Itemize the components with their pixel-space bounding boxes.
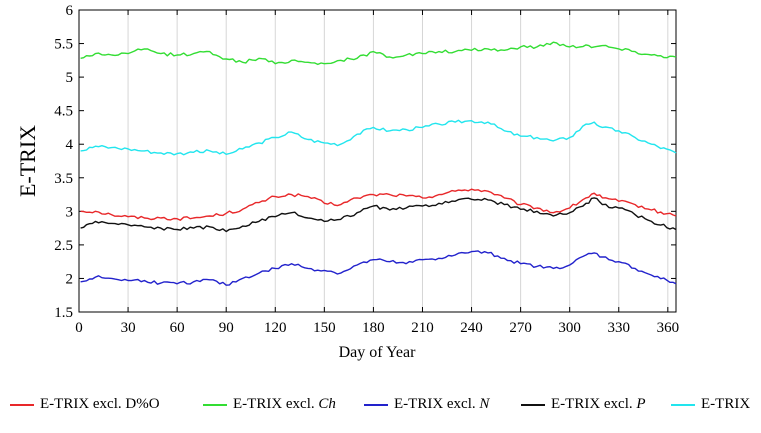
x-tick-label: 240 bbox=[460, 320, 483, 336]
y-tick-label: 2 bbox=[66, 271, 74, 287]
y-tick-label: 4 bbox=[66, 137, 74, 153]
x-tick-label: 360 bbox=[657, 320, 680, 336]
x-tick-label: 330 bbox=[608, 320, 631, 336]
series-line-4 bbox=[80, 197, 677, 233]
x-tick-label: 180 bbox=[362, 320, 385, 336]
legend-item: E-TRIX excl. N bbox=[364, 396, 489, 413]
x-tick-label: 120 bbox=[264, 320, 287, 336]
legend-swatch bbox=[10, 403, 34, 406]
x-tick-label: 90 bbox=[219, 320, 234, 336]
legend-label: E-TRIX excl. N bbox=[394, 396, 490, 412]
series-line-1 bbox=[80, 188, 677, 221]
chart-legend: E-TRIX excl. D%O E-TRIX excl. Ch E-TRIX ex… bbox=[0, 396, 761, 420]
x-tick-label: 210 bbox=[411, 320, 434, 336]
y-tick-label: 3 bbox=[66, 204, 74, 220]
x-tick-label: 30 bbox=[121, 320, 136, 336]
plot-area-frame bbox=[78, 9, 677, 313]
x-tick-label: 150 bbox=[313, 320, 336, 336]
legend-item: E-TRIX excl. P bbox=[521, 396, 646, 413]
y-tick-label: 1.5 bbox=[54, 305, 73, 321]
line-chart: 0 30 60 90 120 150 180 210 240 270 300 330 360 1.5 2 2.… bbox=[15, 3, 679, 361]
y-tick-label: 4.5 bbox=[54, 104, 73, 120]
x-tick-label: 0 bbox=[75, 320, 83, 336]
x-tick-label: 60 bbox=[170, 320, 185, 336]
legend-item: E-TRIX bbox=[671, 396, 750, 413]
y-tick-label: 3.5 bbox=[54, 171, 73, 187]
legend-swatch bbox=[364, 403, 388, 406]
legend-label: E-TRIX excl. P bbox=[551, 396, 646, 412]
legend-swatch bbox=[203, 403, 227, 406]
y-tick-label: 2.5 bbox=[54, 238, 73, 254]
x-tick-label: 270 bbox=[509, 320, 532, 336]
legend-label: E-TRIX excl. Ch bbox=[233, 396, 336, 412]
series-lines bbox=[80, 41, 677, 286]
legend-label: E-TRIX excl. D%O bbox=[40, 396, 160, 412]
y-tick-label: 5 bbox=[66, 70, 74, 86]
legend-swatch bbox=[671, 403, 695, 406]
legend-item: E-TRIX excl. Ch bbox=[203, 396, 336, 413]
axis-ticks: 0 30 60 90 120 150 180 210 240 270 300 330 360 1.5 2 2.… bbox=[54, 3, 679, 336]
legend-swatch bbox=[521, 403, 545, 406]
legend-item: E-TRIX excl. D%O bbox=[10, 396, 160, 413]
series-line-3 bbox=[80, 250, 677, 286]
vertical-gridlines bbox=[127, 10, 669, 312]
y-axis-title: E-TRIX bbox=[15, 125, 40, 197]
series-line-5 bbox=[80, 119, 677, 156]
x-tick-label: 300 bbox=[558, 320, 581, 336]
y-tick-label: 6 bbox=[66, 3, 74, 19]
x-axis-title: Day of Year bbox=[339, 344, 417, 361]
y-tick-label: 5.5 bbox=[54, 37, 73, 53]
series-line-2 bbox=[80, 41, 677, 66]
legend-label: E-TRIX bbox=[701, 396, 751, 412]
